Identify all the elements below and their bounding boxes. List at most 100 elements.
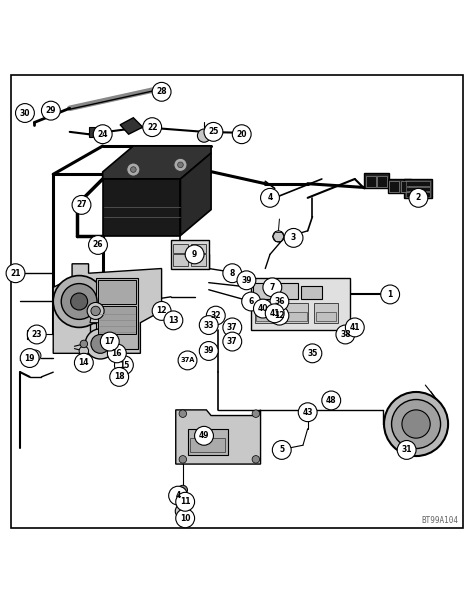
Text: 8: 8 — [229, 269, 235, 278]
Circle shape — [346, 318, 364, 337]
Circle shape — [61, 283, 97, 320]
Text: 20: 20 — [237, 130, 247, 139]
Text: 17: 17 — [104, 337, 115, 346]
Polygon shape — [181, 153, 211, 236]
Circle shape — [164, 311, 183, 330]
Circle shape — [252, 456, 260, 463]
Circle shape — [178, 162, 183, 168]
Circle shape — [115, 356, 133, 374]
Circle shape — [6, 264, 25, 283]
Text: 40: 40 — [258, 304, 268, 313]
Bar — [406, 186, 430, 191]
Text: 12: 12 — [274, 311, 285, 320]
Bar — [89, 127, 105, 136]
Polygon shape — [176, 410, 261, 464]
Circle shape — [93, 125, 112, 144]
Circle shape — [176, 492, 195, 511]
Circle shape — [237, 271, 256, 289]
Circle shape — [89, 236, 108, 254]
Circle shape — [174, 158, 187, 171]
Circle shape — [206, 306, 225, 325]
Circle shape — [270, 306, 289, 325]
Text: 23: 23 — [31, 330, 42, 339]
Circle shape — [16, 104, 35, 122]
Text: 2: 2 — [416, 194, 421, 203]
Bar — [364, 173, 389, 188]
Circle shape — [254, 299, 273, 318]
Bar — [406, 181, 430, 186]
Text: 39: 39 — [241, 276, 252, 285]
Circle shape — [409, 188, 428, 207]
Circle shape — [242, 292, 261, 311]
Text: 24: 24 — [98, 130, 108, 139]
Text: 16: 16 — [111, 349, 122, 358]
Circle shape — [110, 367, 128, 387]
Circle shape — [195, 426, 213, 445]
Bar — [191, 244, 206, 253]
Text: 31: 31 — [401, 446, 412, 455]
Circle shape — [197, 129, 210, 142]
Circle shape — [176, 509, 195, 528]
Text: 19: 19 — [25, 353, 35, 362]
Circle shape — [152, 302, 171, 320]
Circle shape — [298, 403, 317, 421]
Circle shape — [252, 410, 260, 417]
Bar — [316, 312, 337, 321]
Circle shape — [273, 231, 284, 242]
Text: 32: 32 — [210, 311, 221, 320]
Circle shape — [204, 122, 223, 141]
Bar — [251, 278, 350, 330]
Text: 27: 27 — [76, 200, 87, 209]
Circle shape — [265, 304, 284, 323]
Text: 29: 29 — [46, 106, 56, 115]
Circle shape — [41, 101, 60, 120]
Circle shape — [87, 303, 104, 320]
Circle shape — [178, 351, 197, 370]
Text: 28: 28 — [156, 87, 167, 96]
Bar — [96, 278, 138, 349]
Text: 35: 35 — [307, 349, 318, 358]
Bar — [173, 244, 189, 253]
Text: 12: 12 — [156, 306, 167, 315]
Bar — [389, 182, 399, 192]
Circle shape — [284, 229, 303, 247]
Text: 43: 43 — [302, 408, 313, 417]
Text: 30: 30 — [20, 109, 30, 118]
Circle shape — [223, 318, 242, 337]
Circle shape — [199, 341, 218, 361]
Bar — [256, 312, 277, 321]
Text: 39: 39 — [203, 347, 214, 356]
Circle shape — [175, 504, 191, 519]
Text: 1: 1 — [388, 290, 393, 299]
Text: 38: 38 — [340, 330, 351, 339]
Bar — [401, 182, 409, 192]
Bar — [301, 286, 322, 299]
Circle shape — [169, 486, 188, 505]
Bar — [314, 303, 338, 323]
Circle shape — [270, 292, 289, 311]
Circle shape — [130, 167, 136, 172]
Bar — [98, 280, 136, 304]
Text: 22: 22 — [147, 122, 157, 131]
Text: 21: 21 — [10, 269, 21, 278]
Text: 37: 37 — [227, 323, 237, 332]
Polygon shape — [90, 314, 111, 323]
Circle shape — [30, 350, 41, 361]
Circle shape — [322, 391, 341, 410]
Circle shape — [397, 441, 416, 459]
Text: BT99A104: BT99A104 — [421, 516, 458, 525]
Bar — [406, 192, 430, 197]
Text: 11: 11 — [180, 497, 191, 507]
Text: 36: 36 — [274, 297, 285, 306]
Circle shape — [384, 392, 448, 456]
Circle shape — [53, 276, 105, 327]
Bar — [284, 303, 308, 323]
Text: 4: 4 — [175, 491, 181, 500]
Bar — [171, 240, 209, 268]
Circle shape — [91, 306, 100, 315]
Bar — [404, 179, 432, 198]
Text: 33: 33 — [203, 321, 214, 330]
Circle shape — [72, 195, 91, 214]
Circle shape — [85, 329, 116, 359]
Text: 25: 25 — [208, 127, 219, 136]
